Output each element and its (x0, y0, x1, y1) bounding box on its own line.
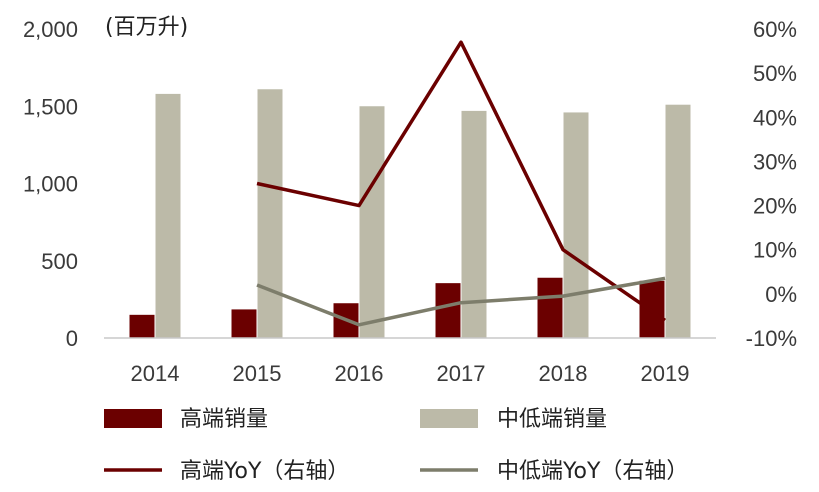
x-tick-label: 2015 (233, 361, 282, 386)
right-tick-label: 10% (753, 238, 797, 263)
line-low-yoy (256, 276, 666, 327)
left-tick-label: 0 (66, 326, 78, 351)
bar-low-sales (563, 112, 589, 339)
bar-high-sales (435, 283, 461, 338)
right-axis: -10% 0% 10% 20% 30% 40% 50% 60% (746, 17, 797, 351)
right-tick-label: 50% (753, 61, 797, 86)
bar-high-sales (231, 309, 257, 338)
left-tick-label: 1,500 (23, 94, 78, 119)
right-tick-label: 40% (753, 105, 797, 130)
bars (129, 89, 691, 339)
legend-label-high-yoy: 高端YoY（右轴） (180, 459, 349, 484)
right-tick-label: -10% (746, 326, 797, 351)
legend-swatch-low-sales (420, 409, 478, 428)
bar-low-sales (665, 104, 691, 338)
legend-label-low-yoy: 中低端YoY（右轴） (497, 459, 688, 484)
x-tick-label: 2016 (335, 361, 384, 386)
x-tick-label: 2017 (437, 361, 486, 386)
legend-label-low-sales: 中低端销量 (497, 407, 607, 432)
left-tick-label: 500 (41, 249, 78, 274)
left-axis: 0 500 1,000 1,500 2,000 (23, 17, 78, 351)
x-ticks: 2014 2015 2016 2017 2018 2019 (131, 361, 690, 386)
left-tick-label: 2,000 (23, 17, 78, 42)
legend: 高端销量 中低端销量 高端YoY（右轴） 中低端YoY（右轴） (104, 407, 688, 484)
legend-swatch-high-sales (104, 409, 162, 428)
bar-low-sales (257, 89, 283, 338)
bar-high-sales (129, 314, 155, 338)
right-tick-label: 60% (753, 17, 797, 42)
legend-label-high-sales: 高端销量 (180, 407, 268, 432)
bar-low-sales (155, 93, 181, 338)
x-tick-label: 2014 (131, 361, 180, 386)
right-tick-label: 20% (753, 194, 797, 219)
x-tick-label: 2019 (641, 361, 690, 386)
x-tick-label: 2018 (539, 361, 588, 386)
right-tick-label: 0% (765, 282, 797, 307)
line-high-yoy (256, 40, 666, 322)
unit-label: (百万升) (105, 15, 188, 40)
left-tick-label: 1,000 (23, 172, 78, 197)
lines (256, 40, 666, 327)
right-tick-label: 30% (753, 149, 797, 174)
bar-low-sales (359, 106, 385, 338)
bar-high-sales (537, 277, 563, 338)
